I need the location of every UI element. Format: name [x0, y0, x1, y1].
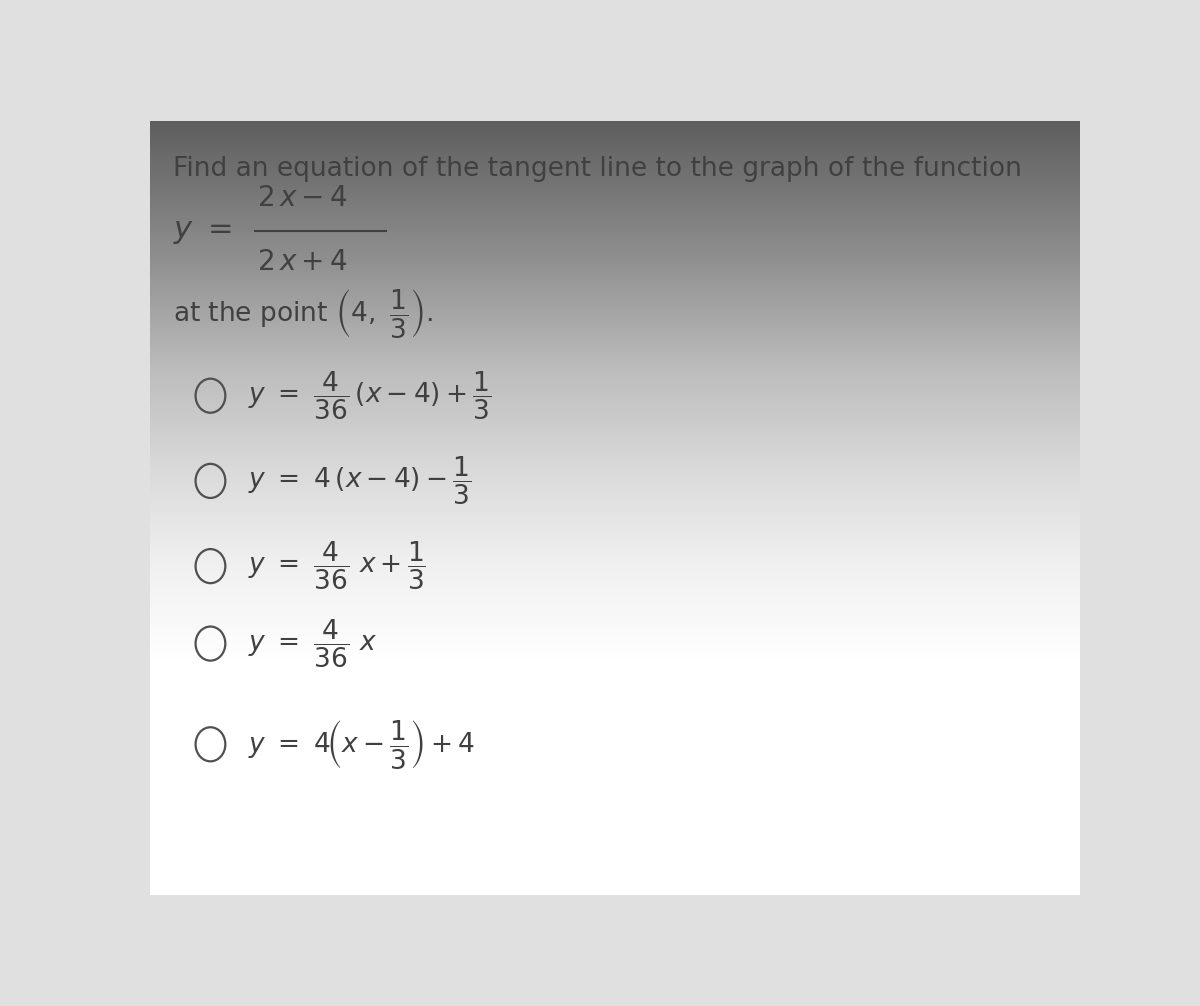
Text: $y\ =\ \dfrac{4}{36}\,(x - 4) + \dfrac{1}{3}$: $y\ =\ \dfrac{4}{36}\,(x - 4) + \dfrac{1…: [247, 369, 491, 422]
Text: $2\,x + 4$: $2\,x + 4$: [257, 249, 348, 277]
Text: Find an equation of the tangent line to the graph of the function: Find an equation of the tangent line to …: [173, 156, 1022, 181]
Text: $y\ =\ \dfrac{4}{36}\ x + \dfrac{1}{3}$: $y\ =\ \dfrac{4}{36}\ x + \dfrac{1}{3}$: [247, 540, 426, 593]
Text: $y\ =\ 4\,(x - 4) - \dfrac{1}{3}$: $y\ =\ 4\,(x - 4) - \dfrac{1}{3}$: [247, 455, 470, 507]
Text: $2\,x - 4$: $2\,x - 4$: [257, 185, 348, 212]
Text: at the point $\left(4,\ \dfrac{1}{3}\right).$: at the point $\left(4,\ \dfrac{1}{3}\rig…: [173, 288, 433, 340]
Text: $y\ =\ 4\!\left(x - \dfrac{1}{3}\right) + 4$: $y\ =\ 4\!\left(x - \dfrac{1}{3}\right) …: [247, 718, 475, 771]
Text: $y\ =$: $y\ =$: [173, 215, 233, 246]
Text: $y\ =\ \dfrac{4}{36}\ x$: $y\ =\ \dfrac{4}{36}\ x$: [247, 618, 377, 670]
